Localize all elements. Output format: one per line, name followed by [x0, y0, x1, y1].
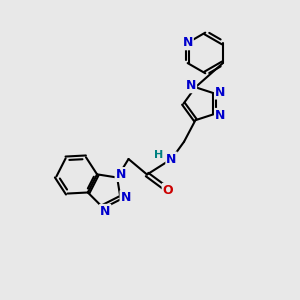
- Text: H: H: [154, 150, 164, 161]
- Text: N: N: [215, 109, 225, 122]
- Text: O: O: [163, 184, 173, 197]
- Text: N: N: [100, 205, 110, 218]
- Text: N: N: [166, 152, 177, 166]
- Text: N: N: [116, 168, 126, 181]
- Text: N: N: [215, 85, 225, 98]
- Text: N: N: [121, 191, 131, 204]
- Text: N: N: [186, 79, 196, 92]
- Text: N: N: [182, 36, 193, 49]
